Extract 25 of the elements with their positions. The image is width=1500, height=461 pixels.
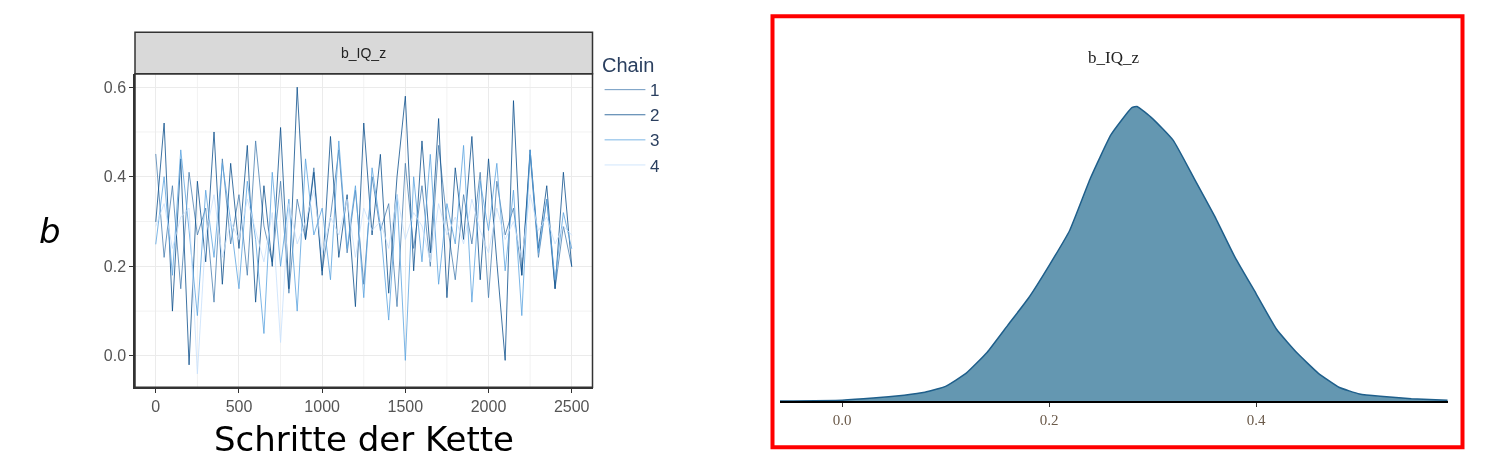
y-tick-label: 0.0: [103, 347, 127, 365]
line-series: [155, 86, 573, 366]
legend-title: Chain: [602, 54, 655, 77]
legend-label: 3: [650, 131, 660, 151]
x-tick-label: 500: [225, 398, 253, 416]
x-tick-label: 1500: [387, 398, 424, 416]
x-tick-label: 2500: [553, 398, 590, 416]
x-tick-label: 2000: [470, 398, 507, 416]
x-tick-label: 0.0: [832, 411, 852, 428]
chart-title: b_IQ_z: [341, 45, 387, 61]
y-axis-title: b: [39, 211, 61, 251]
x-tick-label: 0.2: [1039, 411, 1059, 428]
x-tick-label: 0.4: [1246, 411, 1266, 428]
legend-label: 4: [650, 156, 660, 176]
y-tick-label: 0.6: [103, 78, 127, 96]
x-axis-title: Schritte der Kette: [214, 419, 515, 459]
y-tick-label: 0.2: [103, 257, 127, 275]
legend-label: 2: [650, 106, 660, 126]
chart-title: b_IQ_z: [1088, 48, 1140, 67]
x-tick-label: 1000: [304, 398, 341, 416]
line-series: [155, 189, 573, 375]
legend-label: 1: [650, 81, 660, 101]
x-tick-label: 0: [151, 398, 161, 416]
line-series: [155, 140, 573, 361]
y-tick-label: 0.4: [103, 168, 127, 186]
